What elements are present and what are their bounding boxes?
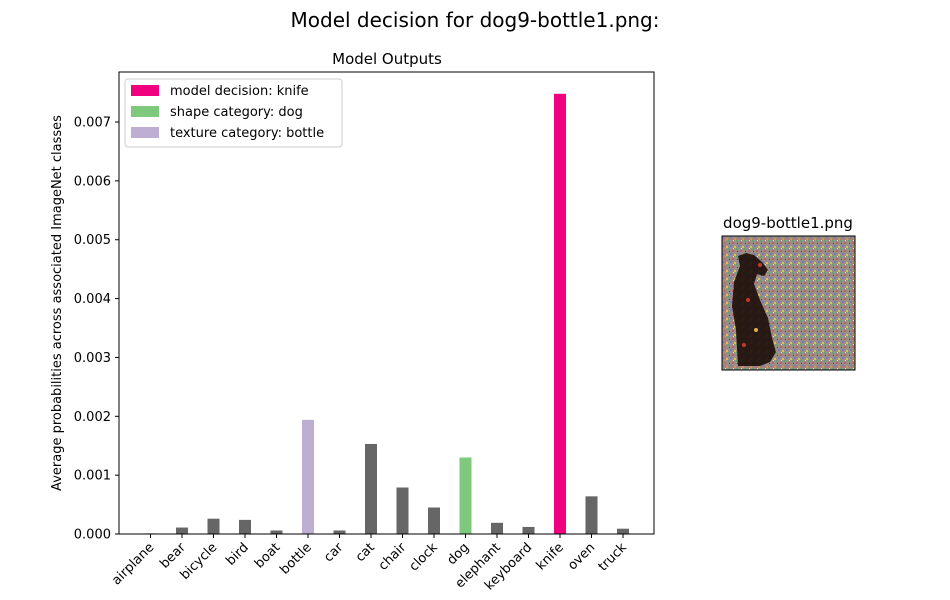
bar-boat bbox=[270, 530, 283, 534]
legend-label-texture: texture category: bottle bbox=[170, 126, 324, 141]
x-tick-label-knife: knife bbox=[534, 540, 567, 573]
x-tick-label-cat: cat bbox=[353, 540, 378, 565]
x-tick-label-bottle: bottle bbox=[277, 540, 314, 577]
x-tick-label-oven: oven bbox=[565, 540, 598, 573]
y-tick-label: 0.001 bbox=[74, 469, 111, 484]
y-axis-label: Average probabilities across associated … bbox=[50, 115, 65, 491]
y-tick-label: 0.004 bbox=[74, 292, 111, 307]
bar-bird bbox=[239, 519, 251, 534]
y-tick-label: 0.000 bbox=[74, 528, 111, 543]
y-tick-label: 0.003 bbox=[74, 351, 111, 366]
x-tick-label-truck: truck bbox=[596, 540, 631, 575]
x-tick-label-airplane: airplane bbox=[109, 540, 157, 588]
bar-car bbox=[333, 530, 346, 534]
y-tick-label: 0.007 bbox=[74, 116, 111, 131]
stimulus-image bbox=[721, 235, 856, 371]
bar-chair bbox=[396, 487, 409, 534]
bar-truck bbox=[617, 528, 629, 534]
bar-cat bbox=[365, 443, 377, 534]
x-tick-label-car: car bbox=[321, 540, 347, 566]
bar-dog bbox=[459, 457, 472, 534]
x-tick-label-clock: clock bbox=[407, 540, 442, 575]
bar-bicycle bbox=[207, 518, 220, 534]
y-tick-label: 0.005 bbox=[74, 233, 111, 248]
legend-label-decision: model decision: knife bbox=[170, 84, 309, 99]
legend-box bbox=[124, 78, 343, 148]
bar-oven bbox=[585, 496, 598, 534]
legend: model decision: knife shape category: dog… bbox=[124, 78, 343, 148]
y-tick-label: 0.002 bbox=[74, 410, 111, 425]
bars-group bbox=[144, 93, 629, 535]
dog-silhouette bbox=[732, 253, 776, 366]
legend-swatch-texture bbox=[131, 127, 159, 138]
bar-keyboard bbox=[522, 526, 535, 534]
x-tick-label-chair: chair bbox=[376, 540, 410, 574]
y-tick-label: 0.006 bbox=[74, 174, 111, 189]
thumbnail-title: dog9-bottle1.png bbox=[723, 214, 853, 232]
legend-swatch-decision bbox=[131, 85, 159, 96]
figure-title: Model decision for dog9-bottle1.png: bbox=[290, 8, 660, 32]
bar-bottle bbox=[302, 419, 314, 534]
legend-label-shape: shape category: dog bbox=[170, 105, 303, 120]
y-axis-ticks: 0.000 0.001 0.002 0.003 0.004 0.005 0.006 0.007 bbox=[74, 116, 119, 543]
bar-elephant bbox=[491, 522, 503, 534]
plot-frame bbox=[118, 71, 655, 535]
bar-bear bbox=[176, 527, 188, 534]
bar-clock bbox=[428, 507, 440, 534]
legend-swatch-shape bbox=[131, 106, 159, 117]
bar-knife bbox=[554, 93, 566, 535]
chart-title: Model Outputs bbox=[332, 50, 442, 68]
x-tick-label-bird: bird bbox=[223, 540, 251, 568]
